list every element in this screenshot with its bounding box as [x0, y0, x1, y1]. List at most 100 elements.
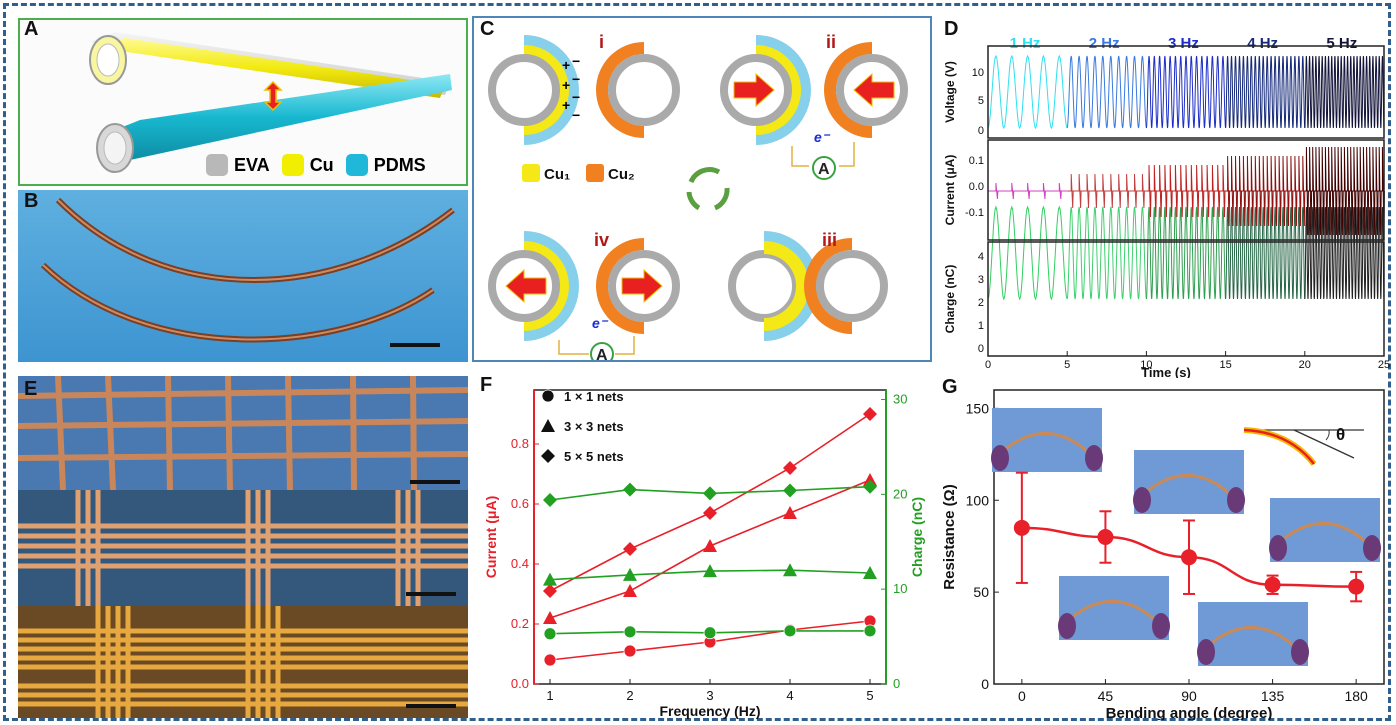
- data-point: [543, 611, 557, 624]
- charge-tick: 4: [978, 251, 984, 263]
- time-tick: 15: [1219, 359, 1231, 371]
- panel-e-photo: [18, 376, 468, 718]
- x-tick: 2: [626, 688, 633, 703]
- panel-a: EVA Cu PDMS: [18, 18, 468, 186]
- data-point: [863, 473, 877, 486]
- panel-a-legend: EVA Cu PDMS: [206, 154, 426, 176]
- charge-trace: [1066, 206, 1147, 300]
- pdms-swatch: [345, 154, 368, 176]
- data-point: [783, 461, 797, 475]
- charge-tick: 2: [978, 297, 984, 309]
- cu-tube-top: [100, 38, 445, 98]
- data-point: [623, 644, 637, 658]
- voltage-trace: [1066, 55, 1147, 129]
- inset-bg: [1270, 498, 1380, 562]
- axis-box: [987, 45, 1385, 139]
- theta-label: θ: [1336, 425, 1345, 444]
- legend-label: 1 × 1 nets: [564, 389, 624, 404]
- glove-left: [1197, 639, 1215, 665]
- y-tick: 150: [966, 400, 990, 416]
- state-iv-label: iv: [594, 230, 609, 250]
- y-tick: 50: [973, 584, 989, 600]
- current-trace: [1225, 155, 1306, 227]
- data-point: [783, 624, 797, 638]
- legend-eva-label: EVA: [234, 154, 270, 175]
- panel-a-illustration: [89, 32, 452, 173]
- current-trace: [988, 182, 1068, 200]
- data-point: [863, 566, 877, 580]
- data-point: [1264, 576, 1281, 593]
- svg-text:+: +: [562, 77, 570, 93]
- panel-g-chart: 0 50 100 150 0 45 90 135 180 Bending angle (degre…: [941, 389, 1385, 722]
- panel-c-label: C: [480, 18, 495, 40]
- glove-right: [1085, 445, 1103, 471]
- panel-f-chart: 0.0 0.2 0.4 0.6 0.8 0 10 20 30 1 2 3 4 5 Frequency (Hz…: [483, 389, 925, 719]
- x-tick: 90: [1181, 688, 1197, 704]
- svg-text:e⁻: e⁻: [814, 129, 831, 145]
- time-tick: 5: [1064, 359, 1070, 371]
- y2-tick: 0: [893, 676, 900, 691]
- x-tick: 5: [866, 688, 873, 703]
- x-axis-label: Frequency (Hz): [659, 703, 760, 719]
- svg-text:−: −: [572, 71, 580, 87]
- panel-g: 0 50 100 150 0 45 90 135 180 Bending angle (degre…: [934, 372, 1390, 722]
- state-i-label: i: [599, 32, 604, 52]
- inset-wire: [1281, 522, 1367, 544]
- data-point: [543, 493, 557, 508]
- data-point: [623, 625, 637, 639]
- voltage-trace: [1225, 55, 1306, 129]
- voltage-trace: [987, 54, 1068, 130]
- cu-swatch: [281, 154, 304, 176]
- data-point: [1097, 529, 1114, 545]
- data-point: [703, 564, 717, 578]
- glove-right: [1291, 639, 1309, 665]
- data-point: [623, 584, 637, 597]
- inset-wire: [1070, 600, 1156, 622]
- panel-c: + + + − − − − i ii A e⁻ Cu₁ Cu₂: [472, 16, 932, 366]
- legend-pdms-label: PDMS: [373, 154, 426, 175]
- panel-a-label: A: [24, 18, 39, 40]
- y-tick: 100: [966, 492, 990, 508]
- inset-bg: [1198, 602, 1308, 666]
- x-tick: 180: [1344, 688, 1368, 704]
- panel-g-label: G: [942, 376, 958, 398]
- y2-axis-label: Charge (nC): [909, 497, 925, 577]
- inset-bg: [1059, 576, 1169, 640]
- eva-swatch: [206, 154, 228, 176]
- inset-wire: [1145, 474, 1231, 496]
- current-trace: [1067, 173, 1147, 209]
- state-iii-label: iii: [822, 230, 837, 250]
- y-tick: 0.0: [511, 676, 529, 691]
- glove-left: [1269, 535, 1287, 561]
- cycle-arrows-icon: [686, 167, 730, 211]
- charge-trace: [1145, 206, 1227, 300]
- inset-bg: [1134, 450, 1244, 514]
- glove-left: [991, 445, 1009, 471]
- data-point: [783, 506, 797, 519]
- charge-trace: [1225, 206, 1306, 300]
- panel-f: 0.0 0.2 0.4 0.6 0.8 0 10 20 30 1 2 3 4 5 Frequency (Hz…: [474, 372, 930, 720]
- y-tick: 0.2: [511, 616, 529, 631]
- freq-label: 4 Hz: [1247, 35, 1278, 52]
- y-tick: 0.4: [511, 556, 529, 571]
- legend-pdms: PDMS: [345, 154, 426, 176]
- bent-wire-inner: [1243, 428, 1315, 465]
- y-tick: 0.6: [511, 496, 529, 511]
- state-ii-label: ii: [826, 32, 836, 52]
- y2-tick: 10: [893, 581, 907, 596]
- inset-photo: [1058, 576, 1170, 640]
- bending-angle-diagram: θ: [1243, 425, 1364, 466]
- inset-photo: [1133, 450, 1245, 514]
- glove-left: [1058, 613, 1076, 639]
- inset-photo: [991, 408, 1103, 472]
- time-tick: 10: [1140, 359, 1152, 371]
- figure-frame: [3, 3, 1391, 721]
- data-point: [543, 584, 557, 598]
- charge-tick: 3: [978, 274, 984, 286]
- voltage-trace: [1304, 55, 1385, 129]
- data-point: [863, 624, 877, 638]
- x-tick: 4: [786, 688, 793, 703]
- data-point: [863, 407, 877, 421]
- glove-left: [1133, 487, 1151, 513]
- double-arrow-icon: [263, 80, 283, 112]
